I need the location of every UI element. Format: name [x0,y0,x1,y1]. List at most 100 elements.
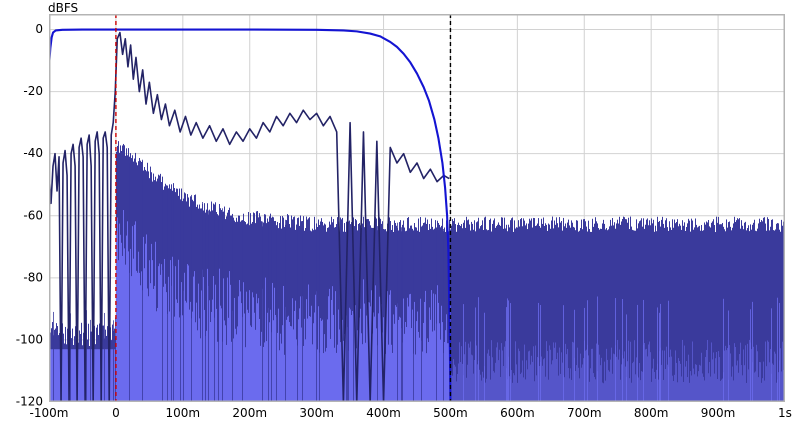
noise-bin-light [474,360,475,402]
noise-bin [708,219,709,402]
noise-bin-dark [223,211,224,279]
noise-bin-dark [364,227,365,304]
noise-bin-dark [303,216,304,346]
noise-bin-dark [225,219,226,326]
noise-bin [117,145,118,402]
x-tick-label: -100m [30,406,69,420]
noise-bin [329,221,330,402]
noise-bin-dark [426,223,427,354]
noise-bin-dark [431,218,432,291]
noise-bin [572,222,573,402]
noise-bin [531,218,532,402]
noise-bin-light [483,377,484,402]
noise-bin-dark [441,225,442,306]
noise-bin [133,161,134,402]
noise-bin-dark [161,182,162,265]
noise-bin-light [656,369,657,402]
noise-bin-light [776,382,777,402]
noise-bin-light [651,381,652,402]
noise-spike [506,307,507,402]
noise-bin [501,217,502,402]
noise-bin-light [509,376,510,402]
x-tick-label: 700m [567,406,602,420]
noise-bin-dark [253,212,254,298]
noise-bin [529,218,530,402]
noise-bin [295,229,296,402]
noise-spike [657,307,658,402]
noise-bin-light [518,348,519,402]
noise-bin-dark [282,215,283,326]
noise-bin [223,211,224,402]
noise-bin-light [465,341,466,402]
noise-bin-dark [376,218,377,329]
noise-spike [622,299,623,402]
noise-bin [409,228,410,402]
noise-bin-dark [300,215,301,297]
noise-bin [716,216,717,402]
noise-spike [668,300,669,402]
noise-bin [580,228,581,402]
noise-bin [88,323,89,402]
x-tick-label: 900m [701,406,736,420]
noise-bin [187,194,188,402]
noise-bin [389,217,390,402]
noise-bin-light [782,341,783,402]
noise-bin-dark [301,221,302,328]
noise-bin [575,230,576,402]
noise-bin-dark [434,228,435,331]
noise-bin-light [466,377,467,402]
noise-bin [102,325,103,402]
noise-bin-dark [322,221,323,320]
noise-bin-dark [236,217,237,335]
noise-bin [514,220,515,402]
noise-bin [299,225,300,402]
noise-bin [465,227,466,402]
noise-bin-dark [237,221,238,327]
noise-bin-dark [196,206,197,303]
plot-border [49,14,785,402]
noise-bin-dark [55,328,56,350]
noise-bin [112,324,113,402]
noise-bin-dark [125,155,126,265]
noise-bin [761,220,762,402]
noise-bin [720,224,721,402]
noise-bin-dark [59,333,60,350]
noise-bin-light [451,372,452,402]
noise-bin-light [568,368,569,402]
noise-bin [521,218,522,402]
noise-bin [213,203,214,402]
noise-bin-light [477,364,478,402]
noise-spike [53,311,54,402]
noise-bin-light [693,368,694,402]
noise-bin [673,227,674,402]
noise-bin [632,229,633,402]
noise-bin [585,221,586,402]
noise-bin [246,224,247,402]
noise-bin-light [530,364,531,402]
noise-bin-light [653,358,654,402]
noise-bin-light [588,355,589,402]
noise-bin-light [592,348,593,402]
noise-bin [331,216,332,402]
noise-bin [144,167,145,402]
noise-bin-dark [382,221,383,333]
noise-bin-light [514,375,515,402]
noise-bin-light [515,341,516,402]
noise-bin [629,229,630,402]
noise-bin [118,141,119,402]
x-tick-label: 500m [433,406,468,420]
noise-bin [67,328,68,402]
noise-bin [631,226,632,402]
noise-bin-dark [334,227,335,348]
noise-bin-light [675,350,676,402]
noise-bin-dark [178,195,179,260]
noise-bin-light [644,342,645,402]
noise-bin-dark [405,231,406,322]
noise-bin-dark [437,220,438,286]
noise-bin-dark [164,186,165,259]
noise-bin [522,226,523,402]
noise-bin-dark [199,204,200,319]
noise-bin [778,223,779,402]
noise-bin-light [696,364,697,402]
noise-bin [360,225,361,402]
